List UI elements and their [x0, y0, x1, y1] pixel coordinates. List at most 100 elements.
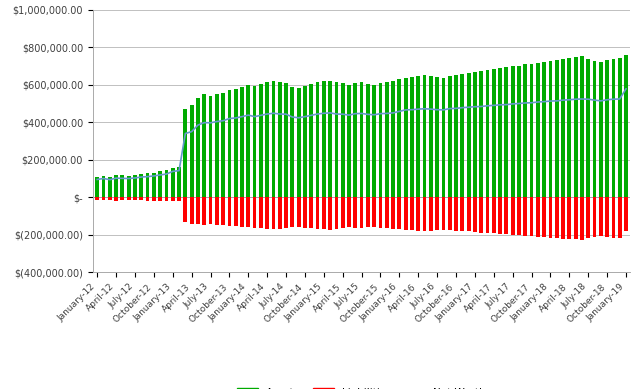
- Bar: [568, 197, 572, 239]
- Bar: [152, 173, 156, 197]
- Bar: [177, 167, 181, 197]
- Bar: [379, 197, 382, 228]
- Bar: [580, 197, 584, 240]
- Bar: [246, 85, 250, 197]
- Bar: [542, 62, 546, 197]
- Bar: [366, 197, 370, 227]
- Bar: [102, 176, 106, 197]
- Bar: [391, 197, 395, 229]
- Bar: [196, 197, 200, 224]
- Bar: [366, 84, 370, 197]
- Bar: [234, 89, 237, 197]
- Bar: [573, 197, 577, 240]
- Bar: [196, 98, 200, 197]
- Bar: [297, 197, 301, 227]
- Bar: [202, 95, 206, 197]
- Bar: [171, 168, 175, 197]
- Bar: [184, 197, 188, 222]
- Bar: [605, 197, 609, 237]
- Bar: [580, 56, 584, 197]
- Bar: [417, 76, 420, 197]
- Bar: [316, 197, 319, 229]
- Bar: [240, 87, 244, 197]
- Bar: [397, 79, 401, 197]
- Bar: [504, 197, 508, 235]
- Bar: [284, 197, 288, 228]
- Bar: [335, 82, 339, 197]
- Bar: [266, 197, 269, 229]
- Bar: [360, 82, 364, 197]
- Bar: [108, 177, 112, 197]
- Bar: [429, 197, 433, 231]
- Bar: [114, 175, 118, 197]
- Bar: [328, 81, 332, 197]
- Bar: [492, 69, 496, 197]
- Bar: [530, 64, 534, 197]
- Bar: [227, 197, 231, 226]
- Bar: [127, 197, 131, 200]
- Bar: [624, 197, 628, 231]
- Bar: [246, 197, 250, 227]
- Bar: [189, 105, 193, 197]
- Bar: [524, 65, 527, 197]
- Bar: [498, 197, 502, 234]
- Bar: [309, 197, 313, 228]
- Bar: [120, 197, 124, 200]
- Bar: [391, 81, 395, 197]
- Bar: [108, 197, 112, 200]
- Bar: [209, 197, 212, 224]
- Bar: [227, 90, 231, 197]
- Bar: [347, 85, 351, 197]
- Bar: [316, 82, 319, 197]
- Bar: [555, 60, 559, 197]
- Bar: [171, 197, 175, 201]
- Bar: [372, 85, 376, 197]
- Bar: [184, 109, 188, 197]
- Bar: [221, 197, 225, 225]
- Bar: [164, 197, 168, 201]
- Bar: [586, 59, 590, 197]
- Bar: [284, 83, 288, 197]
- Bar: [460, 197, 464, 231]
- Bar: [479, 197, 483, 233]
- Bar: [253, 197, 257, 228]
- Bar: [555, 197, 559, 238]
- Bar: [271, 197, 275, 229]
- Bar: [593, 197, 596, 237]
- Bar: [473, 197, 477, 232]
- Bar: [341, 197, 344, 228]
- Bar: [259, 197, 263, 228]
- Bar: [448, 197, 452, 230]
- Bar: [548, 197, 552, 238]
- Bar: [397, 197, 401, 229]
- Bar: [586, 197, 590, 238]
- Bar: [158, 172, 162, 197]
- Bar: [422, 75, 426, 197]
- Bar: [460, 74, 464, 197]
- Bar: [422, 197, 426, 231]
- Bar: [347, 197, 351, 227]
- Bar: [253, 86, 257, 197]
- Bar: [266, 82, 269, 197]
- Bar: [341, 83, 344, 197]
- Bar: [504, 68, 508, 197]
- Bar: [291, 87, 294, 197]
- Bar: [309, 84, 313, 197]
- Bar: [435, 77, 439, 197]
- Legend: Assets, Liabilities, Net Worth: Assets, Liabilities, Net Worth: [237, 388, 486, 389]
- Bar: [140, 197, 143, 200]
- Bar: [410, 197, 414, 230]
- Bar: [511, 197, 515, 235]
- Bar: [479, 71, 483, 197]
- Bar: [486, 197, 490, 233]
- Bar: [542, 197, 546, 237]
- Bar: [303, 197, 307, 228]
- Bar: [353, 83, 357, 197]
- Bar: [561, 197, 565, 238]
- Bar: [114, 197, 118, 201]
- Bar: [221, 93, 225, 197]
- Bar: [322, 197, 326, 229]
- Bar: [278, 82, 282, 197]
- Bar: [240, 197, 244, 227]
- Bar: [291, 197, 294, 227]
